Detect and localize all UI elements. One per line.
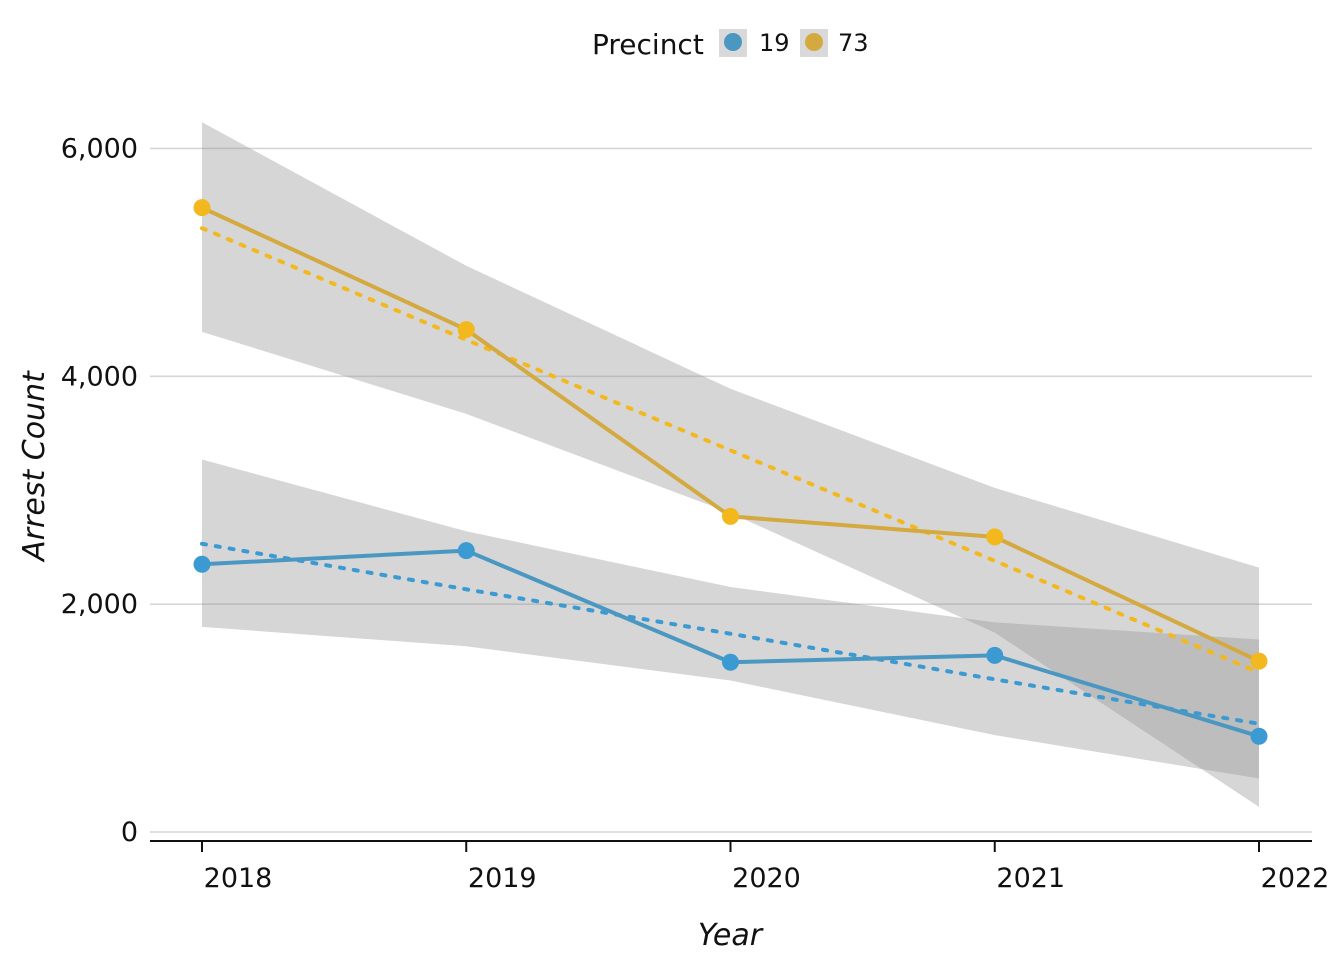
data-point-73-2019 xyxy=(457,321,475,339)
x-tick-label-2019: 2019 xyxy=(468,863,537,894)
data-point-73-2020 xyxy=(722,507,739,525)
x-tick-label-2020: 2020 xyxy=(732,863,801,894)
data-point-19-2022 xyxy=(1250,727,1268,745)
confidence-bands xyxy=(202,122,1259,807)
legend: Precinct 19 73 xyxy=(592,28,869,61)
data-point-19-2018 xyxy=(193,555,211,573)
confidence-band-19 xyxy=(202,459,1259,779)
y-tick-label-6000: 6,000 xyxy=(61,133,138,164)
x-tick-label-2021: 2021 xyxy=(996,863,1065,894)
x-axis-title: Year xyxy=(698,918,764,953)
legend-label-73: 73 xyxy=(838,29,869,57)
y-tick-label-0: 0 xyxy=(121,817,138,848)
y-tick-label-2000: 2,000 xyxy=(61,589,138,620)
x-tick-label-2018: 2018 xyxy=(204,863,273,894)
data-point-73-2021 xyxy=(986,528,1004,546)
data-point-19-2021 xyxy=(986,646,1004,664)
data-point-19-2020 xyxy=(722,653,739,671)
grid xyxy=(150,147,1312,833)
trend-line-73 xyxy=(200,226,1261,675)
legend-key-73 xyxy=(805,33,823,51)
data-point-73-2022 xyxy=(1250,652,1268,670)
x-tick-label-2022: 2022 xyxy=(1261,863,1330,894)
confidence-band-73 xyxy=(202,122,1259,807)
data-point-19-2019 xyxy=(457,542,475,560)
trend-lines xyxy=(200,226,1261,726)
y-axis-title: Arrest Count xyxy=(17,370,52,563)
axes: 0 2,000 4,000 6,000 2018 2019 2020 2021 2022 xyxy=(61,133,1330,894)
y-tick-label-4000: 4,000 xyxy=(61,361,138,392)
data-point-73-2018 xyxy=(193,199,211,217)
data-points xyxy=(193,199,1268,745)
legend-key-19 xyxy=(724,33,742,51)
trend-line-19 xyxy=(200,541,1261,726)
legend-label-19: 19 xyxy=(759,29,790,57)
legend-title: Precinct xyxy=(592,28,704,61)
